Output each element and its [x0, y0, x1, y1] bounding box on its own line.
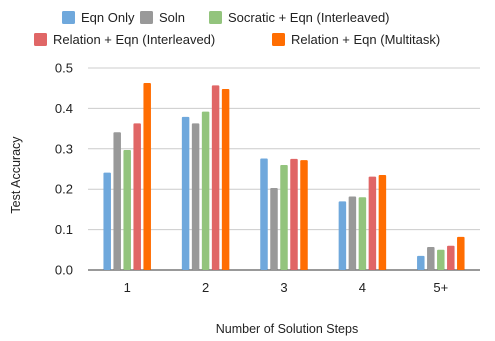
y-tick-label: 0.1	[55, 222, 73, 237]
bar-socratic-eqn-interleaved--5+	[437, 249, 445, 270]
bar-soln-3	[270, 187, 278, 270]
bar-relation-eqn-interleaved--2	[211, 85, 220, 270]
legend-swatch	[140, 11, 153, 24]
x-tick-label: 5+	[433, 280, 448, 295]
x-axis-ticks: 1 2 3 4 5+	[124, 280, 449, 295]
bar-soln-2	[191, 123, 200, 271]
bar-eqn-only-1	[103, 172, 111, 270]
y-tick-label: 0.3	[55, 141, 73, 156]
legend-label: Soln	[159, 10, 185, 25]
y-tick-label: 0.5	[55, 61, 73, 76]
bar-socratic-eqn-interleaved--3	[280, 164, 288, 270]
y-axis-title: Test Accuracy	[9, 136, 23, 214]
legend-label: Socratic + Eqn (Interleaved)	[228, 10, 390, 25]
y-tick-label: 0.4	[55, 101, 73, 116]
y-tick-label: 0.0	[55, 263, 73, 278]
legend-label: Eqn Only	[81, 10, 135, 25]
bars	[103, 82, 465, 271]
bar-relation-eqn-multitask--2	[221, 89, 230, 271]
x-tick-label: 1	[124, 280, 131, 295]
bar-socratic-eqn-interleaved--1	[123, 150, 131, 270]
bar-relation-eqn-multitask--3	[300, 160, 308, 270]
bar-eqn-only-5+	[417, 255, 425, 270]
bar-relation-eqn-interleaved--3	[290, 158, 298, 270]
x-axis-title: Number of Solution Steps	[216, 322, 358, 336]
legend-swatch	[62, 11, 75, 24]
legend-swatch	[209, 11, 222, 24]
bar-relation-eqn-interleaved--5+	[447, 245, 455, 270]
bar-relation-eqn-interleaved--1	[133, 123, 141, 271]
bar-soln-5+	[427, 246, 435, 270]
y-tick-label: 0.2	[55, 182, 73, 197]
bar-socratic-eqn-interleaved--2	[201, 111, 210, 270]
x-tick-label: 4	[359, 280, 366, 295]
x-tick-label: 3	[280, 280, 287, 295]
legend-item: Socratic + Eqn (Interleaved)	[209, 10, 390, 25]
y-axis-ticks: 0.0 0.1 0.2 0.3 0.4 0.5	[55, 61, 73, 278]
bar-relation-eqn-multitask--1	[143, 82, 151, 270]
bar-socratic-eqn-interleaved--4	[358, 197, 367, 270]
legend-swatch	[34, 33, 47, 46]
legend-item: Relation + Eqn (Multitask)	[272, 32, 440, 47]
legend: Eqn Only Soln Socratic + Eqn (Interleaved)…	[34, 10, 440, 47]
legend-label: Relation + Eqn (Interleaved)	[53, 32, 215, 47]
legend-item: Eqn Only	[62, 10, 135, 25]
bar-eqn-only-4	[338, 201, 347, 270]
legend-item: Relation + Eqn (Interleaved)	[34, 32, 215, 47]
bar-relation-eqn-multitask--5+	[457, 236, 465, 270]
bar-soln-4	[348, 196, 357, 270]
x-tick-label: 2	[202, 280, 209, 295]
legend-label: Relation + Eqn (Multitask)	[291, 32, 440, 47]
legend-swatch	[272, 33, 285, 46]
legend-item: Soln	[140, 10, 185, 25]
bar-relation-eqn-multitask--4	[378, 175, 387, 270]
bar-eqn-only-2	[181, 116, 190, 270]
bar-relation-eqn-interleaved--4	[368, 176, 377, 270]
bar-eqn-only-3	[260, 158, 268, 270]
bar-soln-1	[113, 132, 121, 270]
